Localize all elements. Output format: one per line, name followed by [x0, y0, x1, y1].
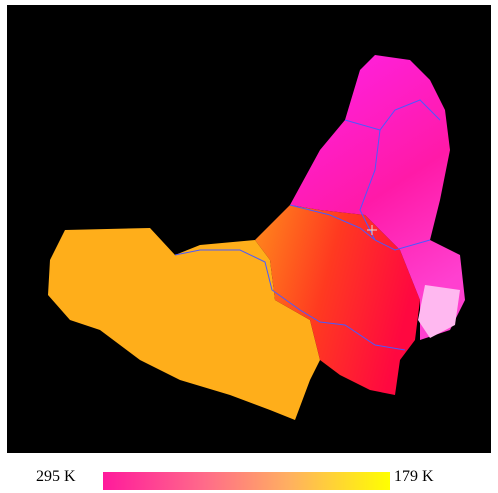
region-warm [48, 228, 320, 420]
region-cold [290, 55, 465, 340]
region-coldest [418, 285, 460, 338]
river [289, 204, 431, 251]
rivers [174, 99, 441, 351]
colorbar-max-label: 179 K [394, 468, 434, 485]
marker [367, 225, 377, 235]
region-mid [255, 205, 420, 395]
river [359, 129, 381, 241]
colorbar [103, 472, 390, 490]
river [174, 249, 406, 351]
colorbar-min-label: 295 K [36, 468, 76, 485]
river [344, 99, 441, 131]
